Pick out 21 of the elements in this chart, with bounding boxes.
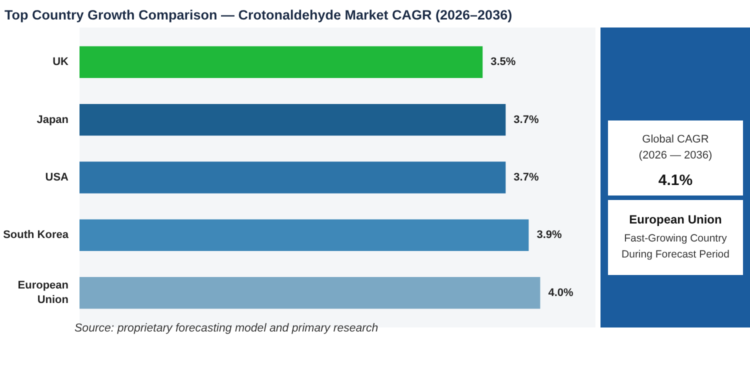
bar (80, 219, 529, 252)
bar (80, 46, 483, 78)
bar (80, 162, 506, 194)
chart-title: Top Country Growth Comparison — Crotonaldehyde Market CAGR (2026–2036) (4, 8, 512, 22)
data-label: 3.7% (514, 172, 539, 184)
data-label: 3.9% (536, 229, 562, 242)
annotation: Source: proprietary forecasting model and primary research (74, 322, 378, 334)
bar (80, 104, 506, 136)
y-tick-label: South Korea (3, 229, 70, 242)
y-tick-label: UK (52, 56, 69, 68)
bar (80, 277, 540, 309)
y-tick-label: USA (45, 172, 69, 184)
data-label: 3.5% (490, 56, 516, 68)
text: Fast-Growing Country During Forecast Period (622, 232, 730, 260)
y-tick-label: Japan (36, 114, 69, 126)
data-label: 3.7% (514, 114, 539, 126)
text: European Union (629, 212, 722, 226)
y-tick-label: European Union (18, 280, 69, 306)
text: 4.1% (658, 172, 693, 189)
text: Global CAGR (2026 — 2036) (638, 134, 712, 162)
data-label: 4.0% (548, 286, 574, 299)
